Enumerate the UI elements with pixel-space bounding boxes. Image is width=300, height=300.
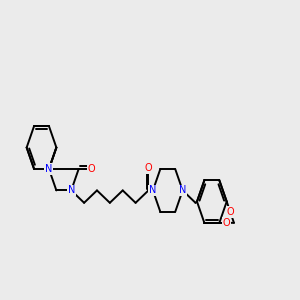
Text: O: O [226,207,234,217]
Text: O: O [88,164,95,174]
Text: N: N [179,185,186,195]
Text: N: N [149,185,157,195]
Text: N: N [45,164,52,174]
Text: O: O [223,218,230,228]
Text: N: N [68,185,75,195]
Text: O: O [145,163,152,173]
